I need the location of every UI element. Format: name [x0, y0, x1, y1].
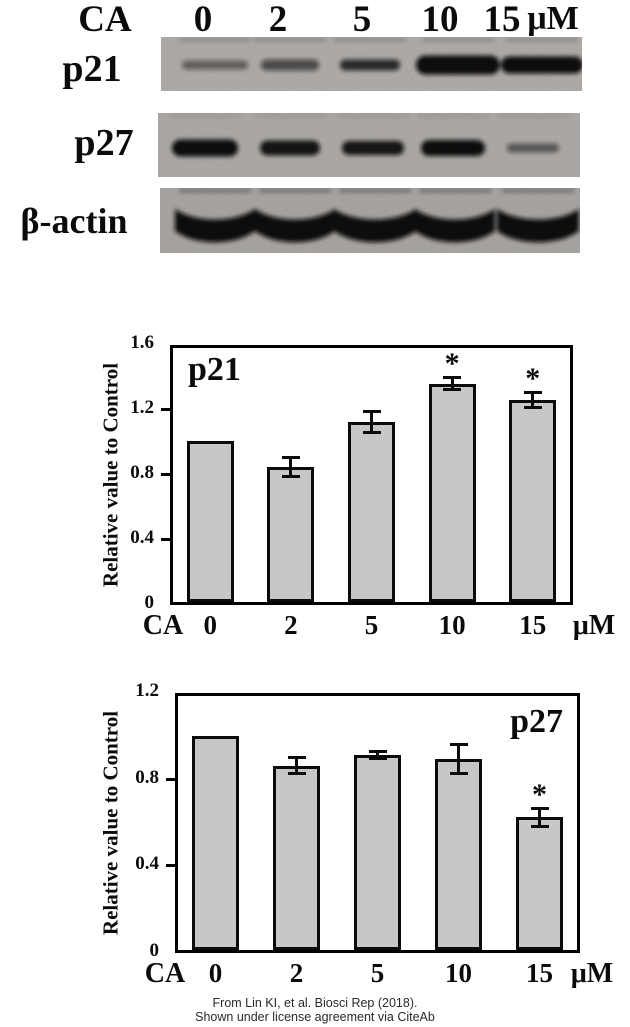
error-bar-cap	[443, 376, 462, 380]
bar	[428, 383, 476, 602]
blot-dose-label: 0	[193, 0, 213, 40]
bar	[273, 765, 320, 950]
y-axis-title: Relative value to Control	[98, 710, 123, 936]
blot-panel-p27	[158, 113, 580, 177]
y-tick-mark	[161, 473, 170, 476]
chart-title: p21	[188, 351, 241, 388]
error-bar-cap	[523, 390, 542, 394]
error-bar	[295, 757, 298, 775]
bar	[186, 441, 234, 602]
error-bar	[450, 377, 454, 390]
x-axis-unit-label: μM	[570, 958, 614, 989]
x-tick-label: 15	[526, 958, 553, 988]
bar	[509, 399, 557, 602]
significance-asterisk: *	[444, 347, 460, 381]
error-bar-cap	[530, 806, 549, 810]
significance-asterisk: *	[532, 777, 547, 811]
bar	[435, 759, 482, 950]
bar	[348, 422, 395, 602]
x-axis-prefix-label: CA	[144, 958, 186, 989]
x-axis-unit-label: μM	[572, 610, 616, 641]
x-tick-label: 0	[208, 958, 223, 988]
x-tick-label: 10	[445, 958, 472, 988]
error-bar	[457, 744, 460, 775]
y-tick-mark	[161, 538, 170, 541]
blot-dose-label: 10	[421, 0, 459, 40]
bar	[192, 735, 239, 950]
blot-unit-label: μM	[527, 0, 579, 37]
blot-row-label: p27	[74, 122, 134, 164]
error-bar	[370, 410, 373, 434]
y-tick-label: 0.4	[130, 527, 154, 548]
y-tick-label: 0.4	[135, 853, 159, 875]
y-tick-mark	[161, 408, 170, 411]
error-bar-cap	[443, 387, 462, 391]
bar	[267, 467, 315, 602]
error-bar-cap	[368, 757, 387, 761]
error-bar-cap	[523, 405, 542, 409]
blot-panel-p21	[161, 37, 582, 91]
x-tick-label: 5	[370, 958, 385, 988]
x-axis-prefix-label: CA	[142, 610, 184, 641]
bar	[516, 817, 563, 950]
y-tick-label: 1.2	[130, 397, 154, 418]
error-bar-cap	[368, 749, 387, 753]
attribution: From Lin KI, et al. Biosci Rep (2018). S…	[0, 996, 630, 1024]
y-tick-mark	[166, 864, 175, 868]
blot-row-label: p21	[62, 48, 122, 90]
blot-treatment-label: CA	[78, 0, 132, 40]
error-bar-cap	[449, 743, 468, 747]
error-bar	[531, 391, 535, 408]
x-tick-label: 0	[203, 610, 218, 640]
y-tick-label: 0	[144, 592, 155, 613]
y-tick-label: 1.6	[130, 332, 154, 353]
error-bar	[289, 457, 293, 477]
blot-dose-label: 15	[483, 0, 521, 40]
x-tick-label: 15	[519, 610, 547, 640]
blot-row-label: β-actin	[20, 201, 128, 241]
y-tick-label: 0	[149, 940, 160, 961]
attribution-line-1: From Lin KI, et al. Biosci Rep (2018).	[212, 996, 418, 1010]
error-bar	[538, 807, 541, 827]
error-bar-cap	[449, 772, 468, 776]
x-tick-label: 10	[438, 610, 466, 640]
x-tick-label: 2	[289, 958, 304, 988]
blot-panel-beta-actin	[160, 188, 580, 253]
error-bar-cap	[287, 772, 306, 776]
bar	[354, 755, 401, 950]
error-bar-cap	[287, 756, 306, 760]
chart-title: p27	[510, 703, 563, 740]
significance-asterisk: *	[525, 361, 541, 395]
error-bar-cap	[281, 456, 300, 460]
error-bar-cap	[362, 431, 381, 435]
x-tick-label: 2	[284, 610, 298, 640]
blot-dose-label: 2	[268, 0, 288, 40]
error-bar-cap	[362, 409, 381, 413]
y-tick-label: 0.8	[130, 462, 154, 483]
y-tick-mark	[166, 777, 175, 781]
y-tick-label: 1.2	[135, 680, 159, 701]
y-tick-label: 0.8	[135, 766, 159, 788]
x-tick-label: 5	[364, 610, 379, 640]
blot-dose-label: 5	[352, 0, 372, 40]
error-bar-cap	[530, 824, 549, 828]
error-bar	[376, 750, 379, 760]
attribution-line-2: Shown under license agreement via CiteAb	[195, 1009, 435, 1024]
error-bar-cap	[281, 474, 300, 478]
